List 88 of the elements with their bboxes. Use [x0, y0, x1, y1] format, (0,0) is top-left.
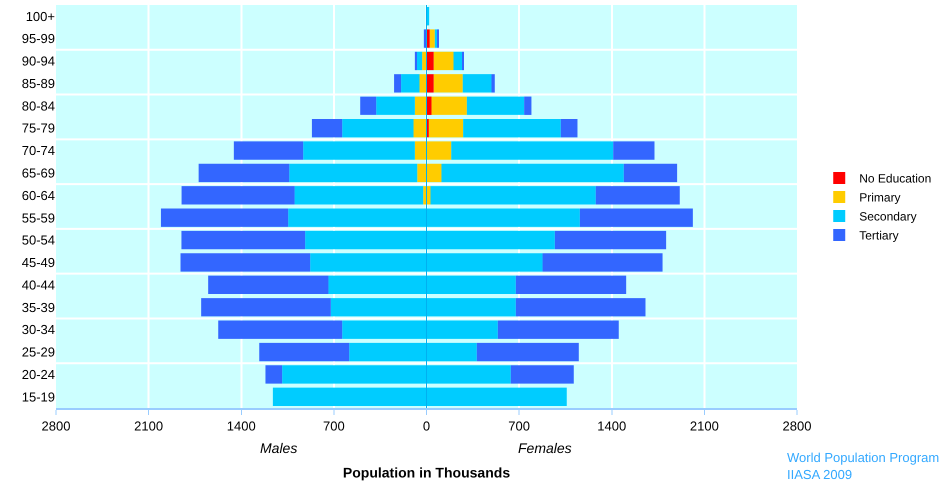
y-tick-label: 55-59 [22, 210, 55, 226]
bar [462, 74, 492, 93]
bar [376, 96, 415, 115]
x-tick-label: 1400 [226, 418, 256, 434]
y-tick-label: 65-69 [22, 165, 55, 180]
y-tick-label: 70-74 [22, 143, 55, 158]
bar [181, 230, 306, 250]
y-tick-label: 35-39 [22, 300, 55, 315]
bar [265, 365, 282, 384]
bar [414, 118, 426, 138]
bar [182, 186, 295, 204]
y-tick-label: 15-19 [22, 389, 55, 404]
y-tick-label: 45-49 [22, 255, 55, 270]
y-tick-label: 80-84 [22, 98, 55, 114]
bar [430, 186, 596, 204]
bar [312, 118, 342, 138]
y-tick-label: 85-89 [22, 76, 55, 91]
bar [198, 164, 290, 182]
y-tick-label: 50-54 [22, 232, 55, 248]
bar [234, 141, 304, 160]
y-tick-label: 40-44 [22, 277, 55, 292]
bar [510, 365, 574, 384]
bar [342, 118, 414, 138]
bar [426, 96, 432, 115]
bar [624, 164, 678, 182]
legend-label: Primary [859, 190, 901, 205]
y-tick-label: 75-79 [22, 120, 55, 136]
bar [432, 96, 467, 115]
bar [419, 74, 426, 93]
bar [516, 276, 626, 294]
bar [596, 186, 680, 204]
y-tick-label: 95-99 [22, 31, 55, 46]
bar [542, 253, 663, 272]
bar [289, 164, 418, 182]
x-tick-label: 0 [422, 418, 430, 434]
bar [218, 320, 342, 339]
x-tick-label: 700 [323, 418, 345, 434]
bar [441, 164, 624, 182]
y-tick-label: 100+ [26, 8, 55, 24]
bar [516, 298, 646, 316]
bar [416, 52, 422, 70]
bar [463, 118, 561, 138]
bar [160, 208, 288, 227]
x-axis-title: Population in Thousands [342, 464, 510, 480]
bar [426, 74, 434, 93]
x-tick-label: 2100 [134, 418, 164, 434]
text: Males [260, 440, 298, 456]
bar [360, 96, 376, 115]
x-tick-label: 1400 [597, 418, 626, 434]
bar [394, 74, 402, 93]
bar [451, 141, 614, 160]
x-tick-label: 2800 [782, 418, 812, 434]
bar [430, 29, 435, 48]
legend-label: Tertiary [859, 228, 899, 243]
bar [476, 342, 579, 362]
bar [303, 141, 415, 160]
bar [414, 96, 426, 115]
bar [201, 298, 331, 316]
bar [580, 208, 693, 227]
bar [491, 74, 495, 93]
bar [426, 52, 434, 70]
y-tick-label: 60-64 [22, 188, 55, 203]
bar [498, 320, 619, 339]
bar [613, 141, 654, 160]
bar [434, 52, 454, 70]
bar [208, 276, 328, 294]
y-tick-label: 30-34 [22, 322, 55, 338]
text: Females [518, 440, 572, 456]
bar [428, 118, 464, 138]
bar [554, 230, 666, 250]
bar [466, 96, 524, 115]
bar [180, 253, 310, 272]
legend-label: No Education [859, 172, 932, 186]
y-tick-label: 20-24 [22, 366, 55, 382]
legend-label: Secondary [859, 210, 917, 224]
bar [560, 118, 578, 138]
bar [259, 342, 350, 362]
text: World Population Program IIASA 2009 [787, 450, 940, 482]
y-tick-label: 90-94 [22, 54, 55, 69]
bar [401, 74, 420, 93]
bar [294, 186, 424, 204]
y-tick-label: 25-29 [22, 344, 55, 360]
x-tick-label: 700 [508, 418, 530, 434]
bar [434, 74, 463, 93]
bar [453, 52, 462, 70]
x-tick-label: 2800 [42, 418, 70, 434]
x-tick-label: 2100 [690, 418, 719, 434]
bar [524, 96, 532, 115]
